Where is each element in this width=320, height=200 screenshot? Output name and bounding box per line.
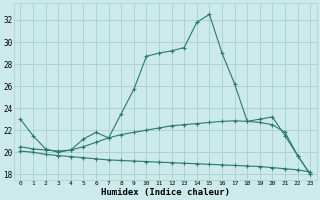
X-axis label: Humidex (Indice chaleur): Humidex (Indice chaleur) (101, 188, 230, 197)
